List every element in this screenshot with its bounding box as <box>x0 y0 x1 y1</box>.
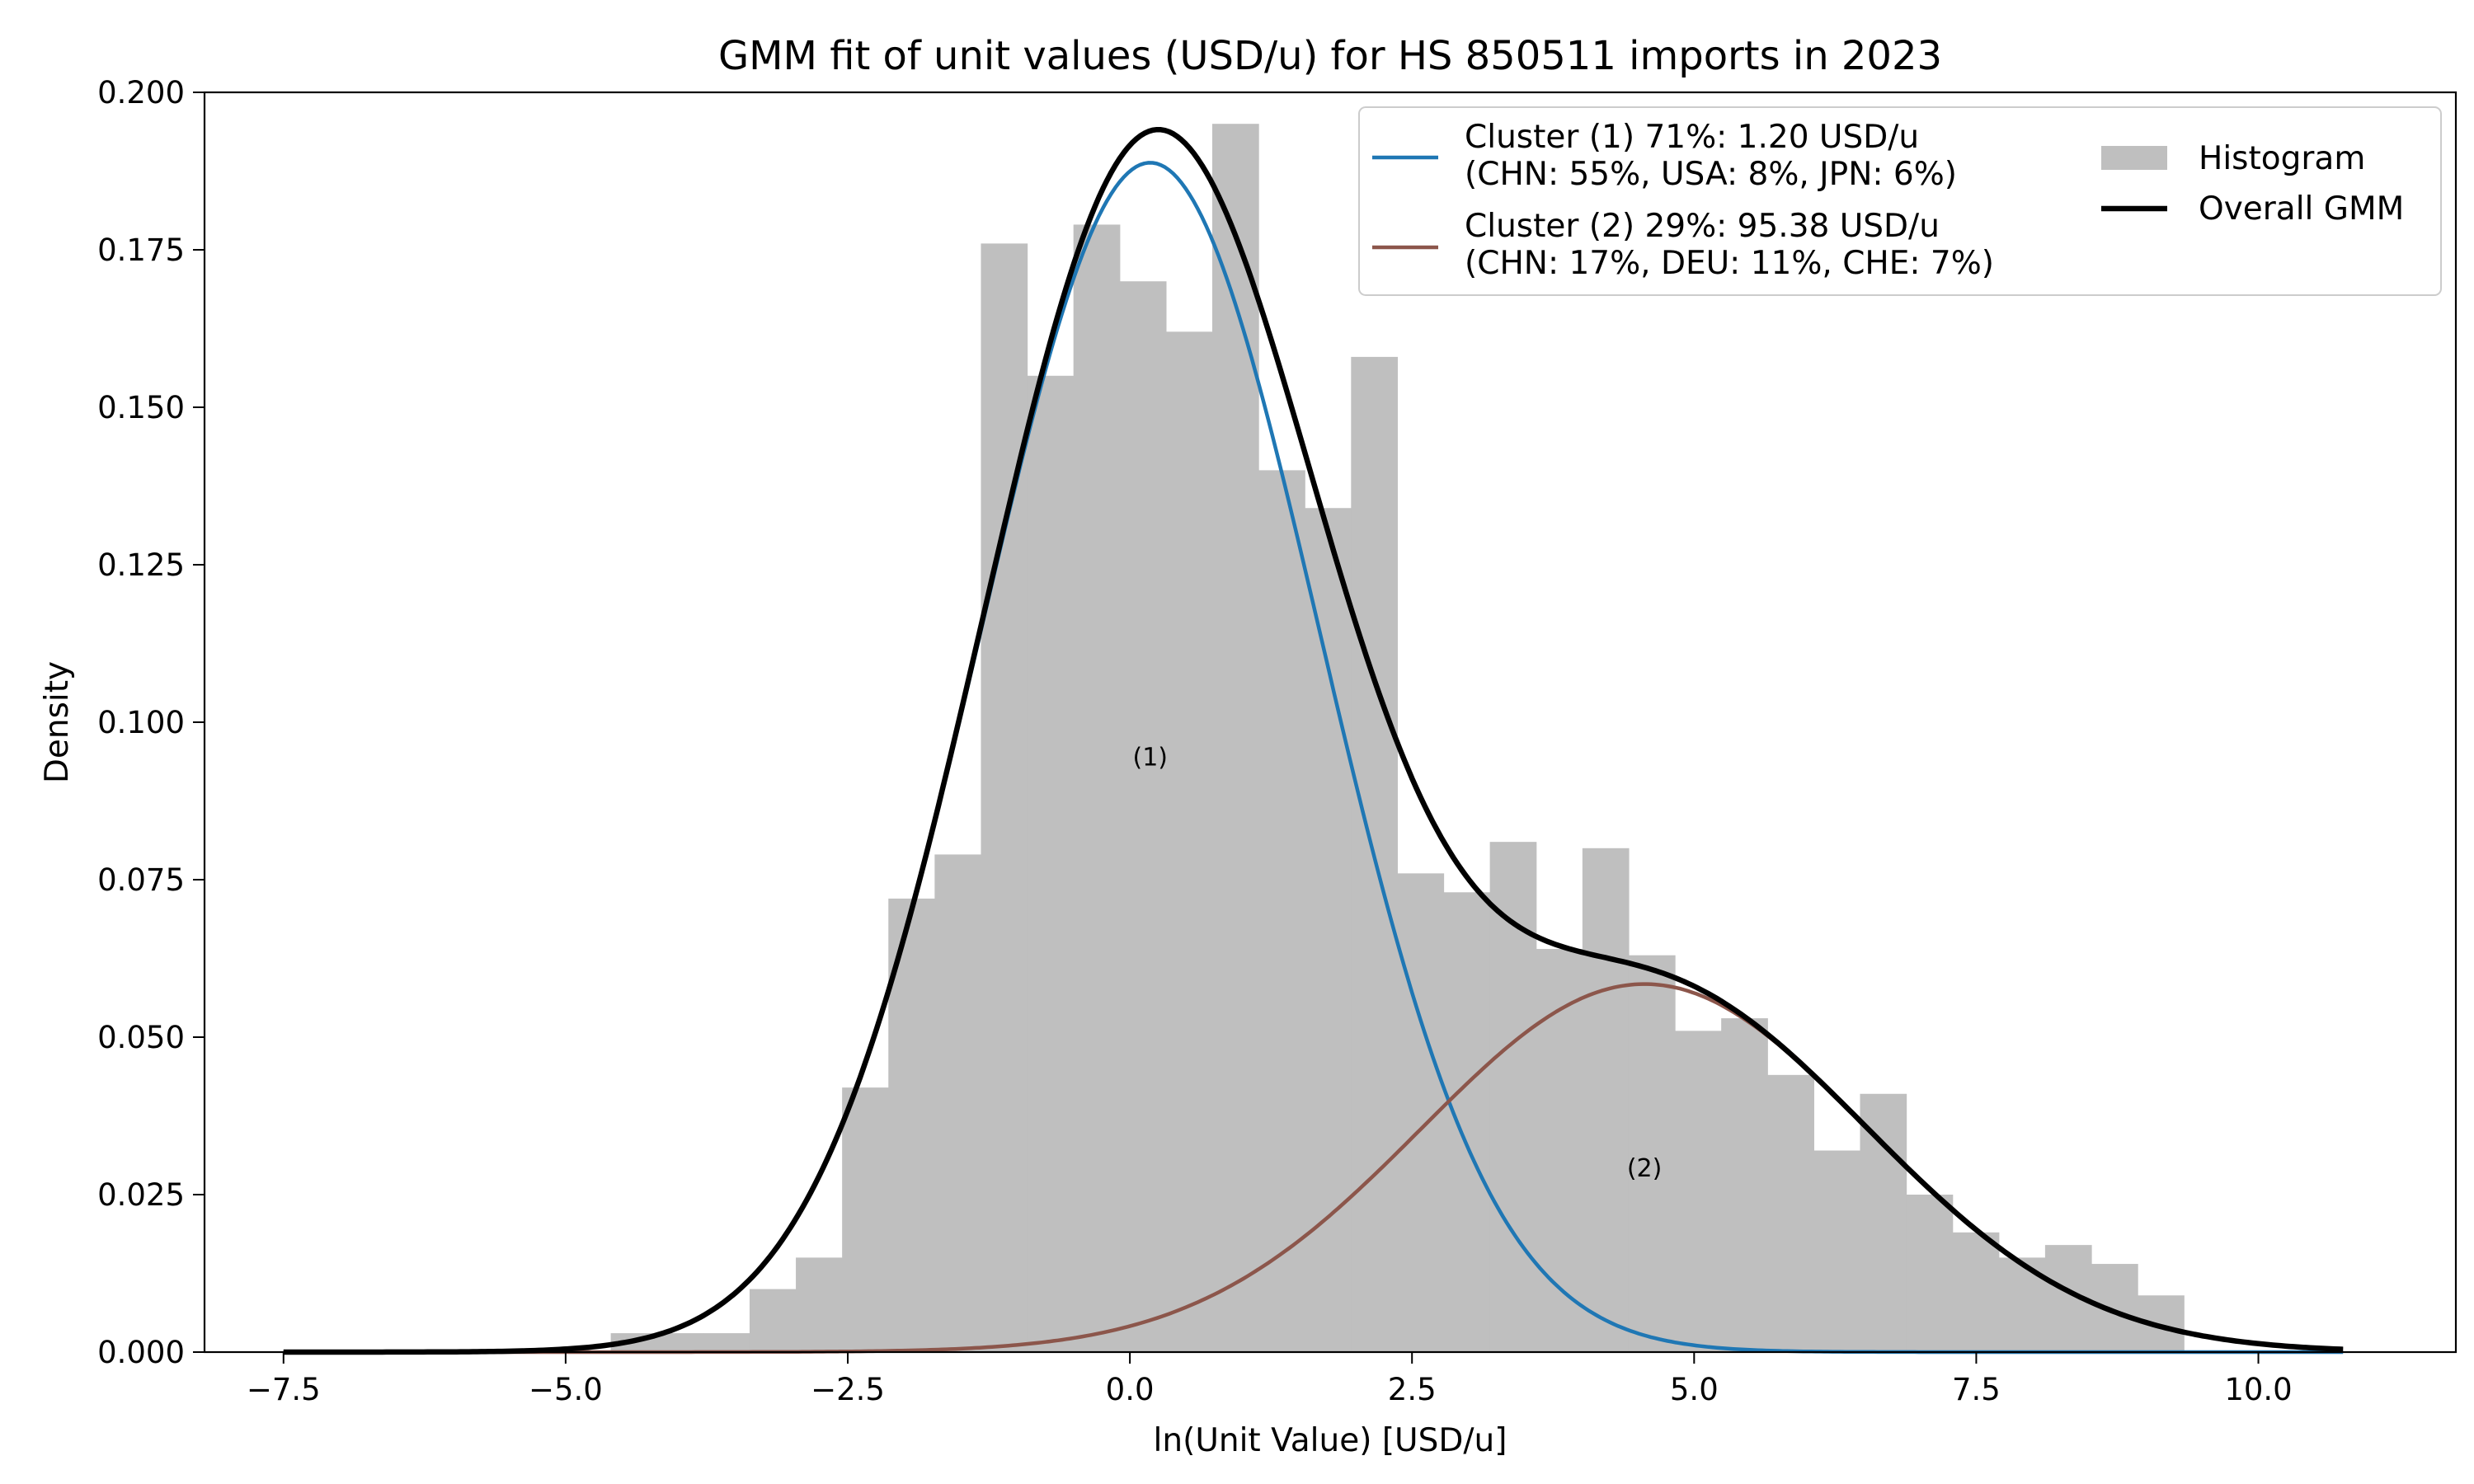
y-tick-label: 0.150 <box>97 390 185 425</box>
y-tick-label: 0.200 <box>97 75 185 110</box>
x-tick-label: 10.0 <box>2224 1372 2292 1407</box>
y-axis: 0.000 0.025 0.050 0.075 0.100 0.125 0.150 0.175… <box>97 75 205 1370</box>
x-tick-label: −5.0 <box>529 1372 603 1407</box>
histogram-bar <box>1721 1018 1768 1352</box>
x-tick-label: 5.0 <box>1670 1372 1719 1407</box>
chart-title: GMM fit of unit values (USD/u) for HS 85… <box>718 33 1942 79</box>
histogram-bar <box>1443 892 1491 1352</box>
legend-detail-cluster-1: (CHN: 55%, USA: 8%, JPN: 6%) <box>1465 156 1957 193</box>
y-tick-label: 0.125 <box>97 547 185 583</box>
histogram-bar <box>749 1289 797 1352</box>
histogram-bar <box>1536 949 1583 1352</box>
y-tick-label: 0.050 <box>97 1020 185 1055</box>
y-tick-label: 0.175 <box>97 232 185 268</box>
histogram-bar <box>1582 848 1630 1352</box>
histogram-bar <box>981 243 1028 1352</box>
x-tick-label: 0.0 <box>1106 1372 1155 1407</box>
histogram-bar <box>1860 1093 1907 1352</box>
histogram-bar <box>1952 1232 2000 1352</box>
histogram-bar <box>1119 281 1167 1353</box>
legend-swatch-histogram <box>2101 146 2167 170</box>
histogram-bar <box>1027 375 1075 1352</box>
histogram-bar <box>1628 955 1676 1352</box>
histogram-bar <box>656 1333 704 1352</box>
legend-label-cluster-2: Cluster (2) 29%: 95.38 USD/u <box>1465 208 1940 245</box>
x-tick-label: −7.5 <box>247 1372 321 1407</box>
y-tick-label: 0.025 <box>97 1177 185 1213</box>
legend-detail-cluster-2: (CHN: 17%, DEU: 11%, CHE: 7%) <box>1465 245 1994 282</box>
legend: Cluster (1) 71%: 1.20 USD/u (CHN: 55%, U… <box>1358 106 2442 296</box>
histogram-bars <box>610 124 2185 1353</box>
histogram-bar <box>796 1257 843 1352</box>
overall-gmm-curve <box>283 126 2344 1355</box>
histogram-bar <box>934 854 982 1352</box>
cluster-annotations: (1) (2) <box>1132 744 1662 1183</box>
y-tick-label: 0.100 <box>97 705 185 740</box>
y-axis-label: Density <box>39 661 76 783</box>
plot-area: (1) (2) <box>283 124 2344 1355</box>
legend-label-cluster-1: Cluster (1) 71%: 1.20 USD/u <box>1465 119 1919 156</box>
histogram-bar <box>1813 1150 1861 1352</box>
legend-label-overall-gmm: Overall GMM <box>2199 190 2404 228</box>
histogram-bar <box>1073 224 1121 1353</box>
legend-label-histogram: Histogram <box>2199 140 2365 177</box>
cluster-2-annotation: (2) <box>1627 1154 1663 1183</box>
cluster-1-annotation: (1) <box>1132 744 1168 773</box>
histogram-bar <box>1212 124 1259 1353</box>
histogram-bar <box>1305 508 1352 1352</box>
histogram-bar <box>1906 1195 1954 1352</box>
histogram-bar <box>1767 1074 1814 1352</box>
histogram-bar <box>1165 331 1213 1352</box>
y-tick-label: 0.000 <box>97 1335 185 1370</box>
histogram-bar <box>1489 842 1537 1352</box>
histogram-bar <box>842 1087 889 1352</box>
y-tick-label: 0.075 <box>97 862 185 898</box>
x-axis: −7.5 −5.0 −2.5 0.0 2.5 5.0 7.5 10.0 <box>247 1352 2293 1407</box>
histogram-bar <box>1258 470 1305 1352</box>
legend-box <box>1358 106 2442 296</box>
x-tick-label: 2.5 <box>1388 1372 1437 1407</box>
histogram-bar <box>1675 1031 1722 1352</box>
x-tick-label: −2.5 <box>811 1372 885 1407</box>
x-axis-label: ln(Unit Value) [USD/u] <box>1154 1422 1507 1459</box>
histogram-bar <box>703 1333 750 1352</box>
x-tick-label: 7.5 <box>1952 1372 2001 1407</box>
